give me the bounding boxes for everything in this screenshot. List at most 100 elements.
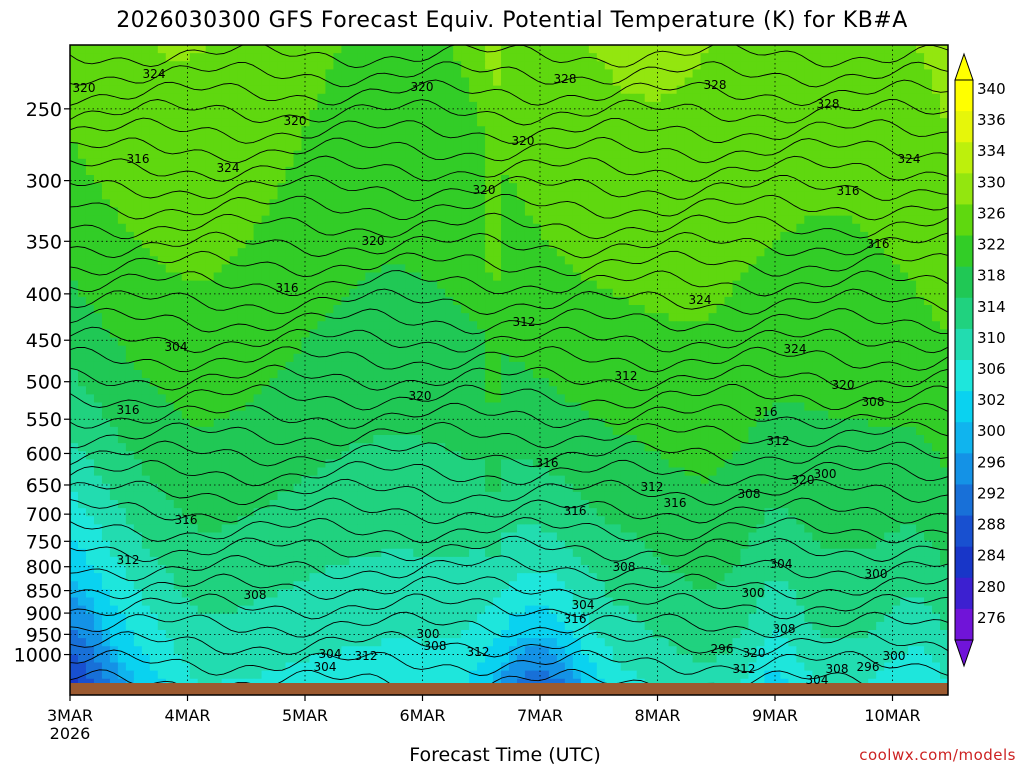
heat-cell [628,240,638,249]
heat-cell [892,280,901,290]
heat-cell [556,386,566,395]
heat-cell [477,175,486,184]
heat-cell [716,329,726,339]
heat-cell [70,45,79,54]
heat-cell [501,378,510,387]
heat-cell [413,93,422,103]
heat-cell [285,313,295,322]
heat-cell [205,191,215,200]
heat-cell [684,394,694,404]
heat-cell [453,45,462,54]
heat-cell [365,93,374,103]
heat-cell [397,248,406,257]
heat-cell [604,191,614,200]
heat-cell [636,166,646,176]
heat-cell [836,175,845,184]
heat-cell [213,45,223,54]
heat-cell [612,166,622,176]
heat-cell [493,248,502,257]
heat-cell [173,158,183,168]
heat-cell [357,77,366,87]
heat-cell [556,402,566,412]
heat-cell [253,386,263,395]
heat-cell [796,85,805,95]
heat-cell [437,248,446,257]
heat-cell [772,126,781,135]
heat-cell [229,256,239,265]
heat-cell [524,158,534,168]
heat-cell [197,77,207,87]
heat-cell [652,158,662,168]
heat-cell [732,199,742,209]
heat-cell [644,280,654,290]
heat-cell [892,223,901,233]
heat-cell [732,296,742,306]
heat-cell [940,402,948,412]
heat-cell [405,158,414,168]
heat-cell [676,361,686,371]
heat-cell [612,183,622,192]
heat-cell [341,353,350,363]
heat-cell [548,272,558,282]
heat-cell [556,215,566,225]
heat-cell [756,361,766,371]
heat-cell [333,207,342,217]
heat-cell [812,134,821,144]
heat-cell [501,361,510,371]
heat-cell [493,329,502,339]
heat-cell [461,305,470,314]
heat-cell [373,199,382,209]
heat-cell [205,313,215,322]
heat-cell [117,199,127,209]
heat-cell [708,175,718,184]
heat-cell [117,337,127,347]
heat-cell [381,272,390,282]
heat-cell [516,256,526,265]
heat-cell [684,240,694,249]
heat-cell [564,158,574,168]
heat-cell [253,183,263,192]
heat-cell [445,175,454,184]
heat-cell [932,240,941,249]
heat-cell [341,166,350,176]
heat-cell [373,280,382,290]
heat-cell [668,321,678,330]
heat-cell [652,223,662,233]
heat-cell [253,353,263,363]
heat-cell [477,248,486,257]
heat-cell [780,321,789,330]
heat-cell [940,231,948,241]
heat-cell [700,207,710,217]
heat-cell [421,110,430,119]
heat-cell [213,410,223,420]
heat-cell [509,321,518,330]
heat-cell [285,207,295,217]
heat-cell [796,288,805,298]
heat-cell [540,69,550,79]
heat-cell [708,223,718,233]
heat-cell [93,101,103,111]
heat-cell [556,288,566,298]
heat-cell [133,53,143,62]
heat-cell [596,69,606,79]
heat-cell [868,110,877,119]
heat-cell [221,410,231,420]
heat-cell [421,361,430,371]
heat-cell [532,134,542,144]
heat-cell [548,53,558,62]
heat-cell [628,53,638,62]
heat-cell [229,150,239,160]
heat-cell [636,110,646,119]
heat-cell [349,410,358,420]
heat-cell [445,329,454,339]
heat-cell [788,272,797,282]
heat-cell [708,45,718,54]
heat-cell [716,240,726,249]
heat-cell [812,101,821,111]
heat-cell [596,231,606,241]
heat-cell [572,280,582,290]
heat-cell [213,231,223,241]
heat-cell [780,45,789,54]
heat-cell [588,361,598,371]
heat-cell [349,134,358,144]
